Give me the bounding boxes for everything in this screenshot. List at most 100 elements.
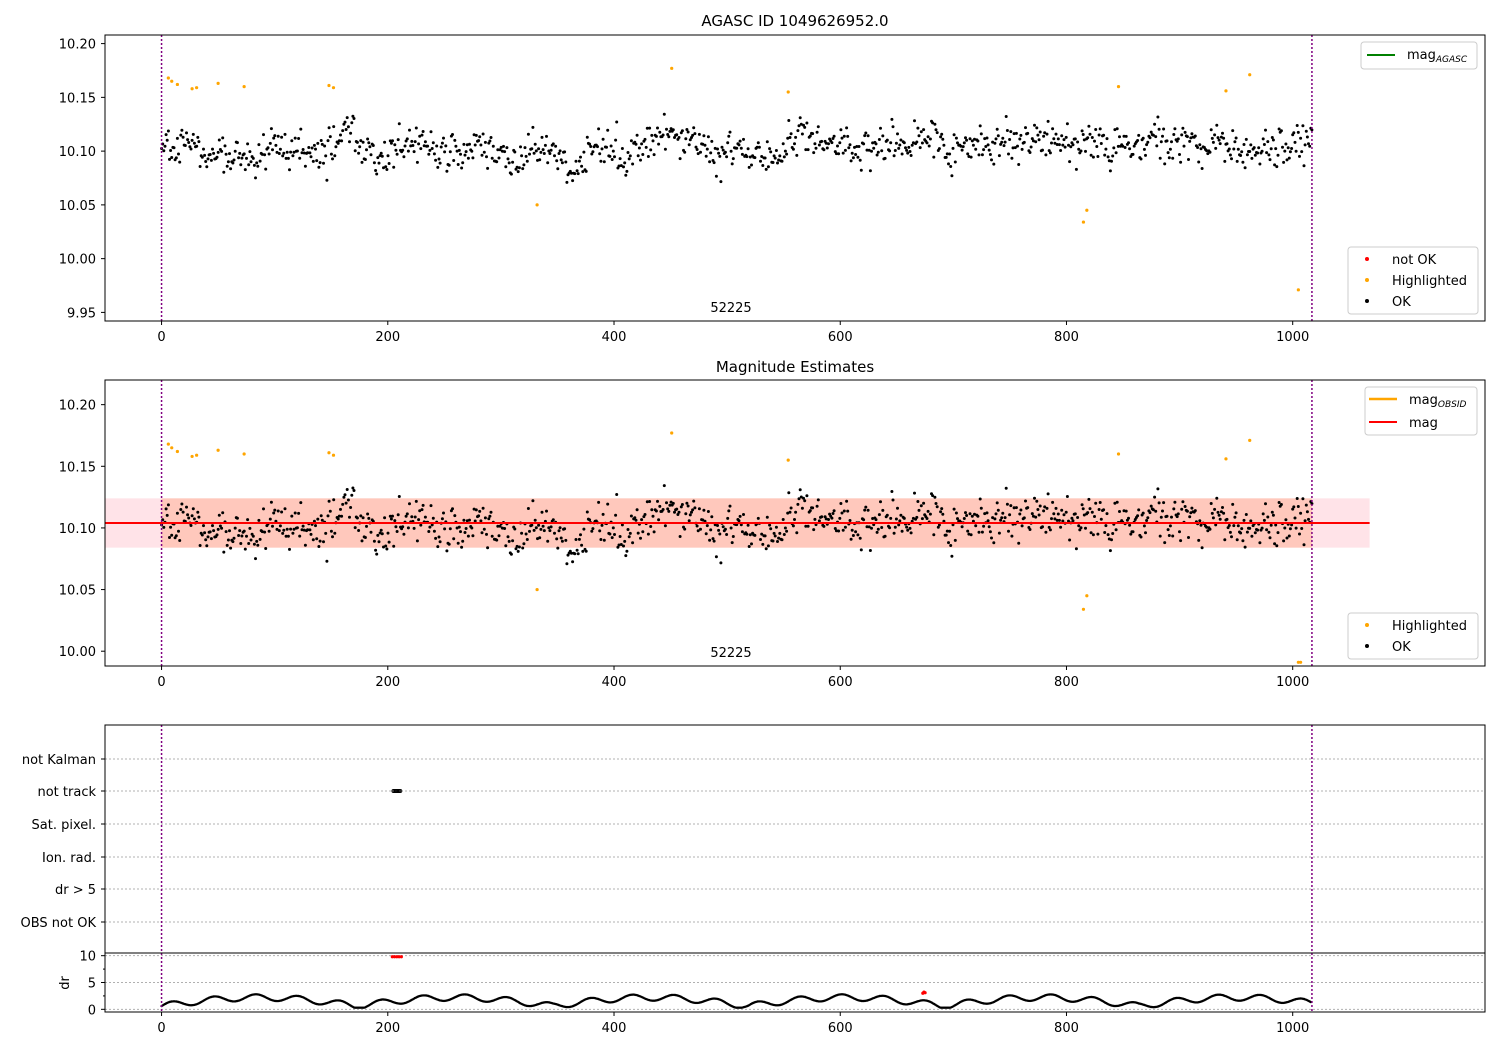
ok-point xyxy=(1167,534,1171,537)
ok-point xyxy=(788,136,792,139)
ok-point xyxy=(196,135,200,139)
ok-point xyxy=(1010,156,1014,160)
ok-point xyxy=(965,514,969,517)
ok-point xyxy=(1156,487,1160,491)
ok-point xyxy=(666,507,670,511)
ok-point xyxy=(636,531,640,535)
ok-point xyxy=(186,513,190,517)
ok-point xyxy=(222,170,226,174)
ok-point xyxy=(926,509,930,513)
ok-point xyxy=(448,150,452,154)
ok-point xyxy=(1269,147,1273,151)
ok-point xyxy=(598,152,602,156)
ok-point xyxy=(367,141,371,145)
ok-point xyxy=(240,534,244,538)
ok-point xyxy=(1209,128,1213,132)
ok-point xyxy=(1118,510,1121,513)
ok-point xyxy=(269,500,273,504)
ok-point xyxy=(1228,530,1232,534)
ok-point xyxy=(177,529,180,533)
ok-point xyxy=(649,525,653,528)
ok-point xyxy=(377,540,381,544)
ok-point xyxy=(352,117,356,120)
ok-point xyxy=(651,139,655,143)
ok-point xyxy=(658,504,662,508)
ok-point xyxy=(1131,152,1135,156)
ok-point xyxy=(742,513,745,516)
ok-point xyxy=(1024,126,1027,130)
ok-point xyxy=(815,130,819,134)
ok-point xyxy=(576,552,580,556)
ok-point xyxy=(386,531,390,535)
ok-point xyxy=(175,511,179,515)
ok-point xyxy=(793,142,796,146)
ok-point xyxy=(600,523,604,527)
highlighted-point xyxy=(331,86,336,90)
ok-point xyxy=(486,546,490,550)
ok-point xyxy=(1287,534,1291,538)
ok-point xyxy=(721,148,725,152)
ok-point xyxy=(996,134,1000,138)
ok-point xyxy=(198,165,202,168)
ok-point xyxy=(1024,499,1027,503)
ok-point xyxy=(662,484,666,488)
ok-point xyxy=(1190,506,1194,510)
ok-point xyxy=(990,536,993,540)
ok-point xyxy=(1230,157,1233,161)
ok-point xyxy=(1128,147,1132,151)
highlighted-point xyxy=(786,458,790,462)
ok-point xyxy=(235,141,239,145)
ok-point xyxy=(282,528,286,532)
ok-point xyxy=(246,142,250,146)
ok-point xyxy=(460,166,464,170)
ok-point xyxy=(379,528,383,532)
ok-point xyxy=(308,151,312,155)
ok-point xyxy=(211,147,214,151)
ok-point xyxy=(1235,159,1239,163)
ok-point xyxy=(726,141,730,145)
x-tick-label: 600 xyxy=(828,675,853,690)
ok-point xyxy=(220,149,224,153)
ok-point xyxy=(979,132,983,136)
ok-point xyxy=(755,145,759,149)
ok-point xyxy=(1020,524,1024,528)
ok-point xyxy=(822,148,826,152)
ok-point xyxy=(246,518,250,522)
ok-point xyxy=(854,153,858,156)
ok-point xyxy=(267,152,271,156)
ok-point xyxy=(463,153,467,157)
ok-point xyxy=(1283,149,1287,153)
ok-point xyxy=(896,132,899,136)
legend-mag-obsid-label: magOBSID xyxy=(1409,393,1467,410)
ok-point xyxy=(1155,144,1159,148)
ok-point xyxy=(393,143,397,147)
y-tick-label: 10.00 xyxy=(59,645,96,660)
ok-point xyxy=(372,161,376,165)
ok-point xyxy=(644,145,648,149)
ok-point xyxy=(459,152,462,156)
ok-point xyxy=(520,531,524,535)
ok-point xyxy=(731,157,735,161)
ok-point xyxy=(170,156,174,159)
ok-point xyxy=(761,542,765,546)
ok-point xyxy=(551,142,555,146)
ok-point xyxy=(1007,529,1010,533)
ok-point xyxy=(178,160,182,164)
ok-point xyxy=(401,148,405,152)
highlighted-point xyxy=(1085,208,1089,212)
ok-point xyxy=(1074,547,1078,551)
ok-point xyxy=(524,154,528,158)
ok-point xyxy=(1205,525,1209,529)
ok-point xyxy=(1221,131,1224,135)
ok-point xyxy=(431,141,435,145)
ok-point xyxy=(1179,539,1183,543)
ok-point xyxy=(418,509,422,513)
ok-point xyxy=(516,549,520,553)
ok-point xyxy=(696,152,700,156)
ok-point xyxy=(1163,162,1167,166)
panel-magnitude-frame xyxy=(104,379,1486,667)
ok-point xyxy=(615,120,619,124)
ok-point xyxy=(839,502,843,505)
ok-point xyxy=(979,506,983,510)
ok-point xyxy=(669,127,673,131)
